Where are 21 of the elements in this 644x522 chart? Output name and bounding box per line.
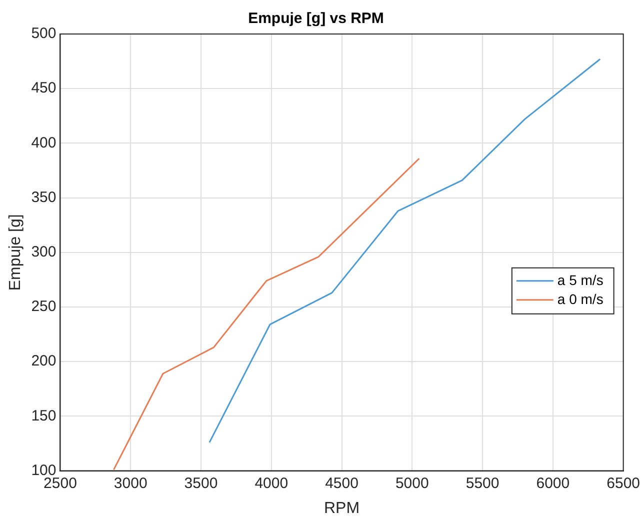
y-tick-label: 200	[31, 352, 56, 370]
x-tick-label: 4000	[254, 474, 288, 492]
chart-title: Empuje [g] vs RPM	[248, 10, 384, 28]
y-axis-title: Empuje [g]	[7, 214, 24, 291]
y-tick-label: 300	[31, 244, 56, 261]
y-tick-label: 400	[31, 134, 56, 152]
y-tick-label: 350	[31, 188, 56, 206]
x-tick-label: 5000	[395, 474, 429, 492]
y-tick-label: 250	[31, 298, 56, 316]
x-tick-label: 3500	[184, 474, 218, 492]
x-tick-label: 6000	[536, 474, 570, 492]
y-tick-label: 500	[31, 25, 56, 42]
y-tick-label: 150	[31, 407, 56, 424]
x-axis-title: RPM	[324, 500, 360, 517]
x-tick-label: 4500	[325, 474, 358, 492]
x-tick-label: 6500	[606, 474, 640, 492]
legend-label: a 0 m/s	[557, 290, 604, 307]
y-tick-label: 450	[31, 80, 56, 97]
x-tick-label: 3000	[114, 474, 148, 492]
legend-label: a 5 m/s	[557, 272, 604, 288]
x-tick-label: 5500	[466, 474, 500, 492]
